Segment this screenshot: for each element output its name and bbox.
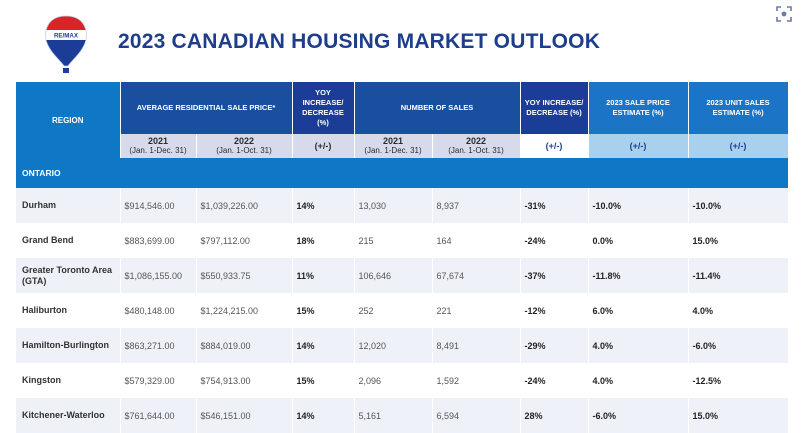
visual-search-button[interactable] bbox=[773, 3, 795, 25]
cell-est-price: -10.0% bbox=[588, 188, 688, 223]
subheader-sales-yoy: (+/-) bbox=[520, 134, 588, 158]
cell-region: Haliburton bbox=[16, 293, 120, 328]
cell-est-units: -12.5% bbox=[688, 363, 788, 398]
cell-price-yoy: 14% bbox=[292, 328, 354, 363]
header-price-yoy: YOY INCREASE/ DECREASE (%) bbox=[292, 82, 354, 134]
header-unit-sales-estimate: 2023 UNIT SALES ESTIMATE (%) bbox=[688, 82, 788, 134]
cell-sales2021: 106,646 bbox=[354, 258, 432, 293]
cell-est-price: 0.0% bbox=[588, 223, 688, 258]
cell-price2021: $480,148.00 bbox=[120, 293, 196, 328]
table-row: Hamilton-Burlington $863,271.00 $884,019.0… bbox=[16, 328, 788, 363]
cell-price2022: $884,019.00 bbox=[196, 328, 292, 363]
cell-est-price: -6.0% bbox=[588, 398, 688, 433]
cell-region: Greater Toronto Area (GTA) bbox=[16, 258, 120, 293]
cell-sales-yoy: -24% bbox=[520, 363, 588, 398]
table-row: Durham $914,546.00 $1,039,226.00 14% 13,030 8… bbox=[16, 188, 788, 223]
cell-sales-yoy: -29% bbox=[520, 328, 588, 363]
table-row: Grand Bend $883,699.00 $797,112.00 18% 215 16… bbox=[16, 223, 788, 258]
header-avg-price: AVERAGE RESIDENTIAL SALE PRICE* bbox=[120, 82, 292, 134]
logo-wordmark: RE/MAX bbox=[54, 33, 79, 40]
cell-price2022: $550,933.75 bbox=[196, 258, 292, 293]
subheader-price-estimate: (+/-) bbox=[588, 134, 688, 158]
table-row: Kingston $579,329.00 $754,913.00 15% 2,096 1,… bbox=[16, 363, 788, 398]
subheader-sales-2021: 2021 (Jan. 1-Dec. 31) bbox=[354, 134, 432, 158]
cell-region: Grand Bend bbox=[16, 223, 120, 258]
subheader-price-2022: 2022 (Jan. 1-Oct. 31) bbox=[196, 134, 292, 158]
cell-price2021: $1,086,155.00 bbox=[120, 258, 196, 293]
cell-sales-yoy: -24% bbox=[520, 223, 588, 258]
cell-sales2022: 67,674 bbox=[432, 258, 520, 293]
cell-est-units: 15.0% bbox=[688, 398, 788, 433]
cell-est-units: -11.4% bbox=[688, 258, 788, 293]
subheader-price-2021: 2021 (Jan. 1-Dec. 31) bbox=[120, 134, 196, 158]
cell-sales-yoy: -31% bbox=[520, 188, 588, 223]
cell-est-units: 15.0% bbox=[688, 223, 788, 258]
cell-sales-yoy: -12% bbox=[520, 293, 588, 328]
cell-sales2022: 164 bbox=[432, 223, 520, 258]
header-sales-yoy: YOY INCREASE/ DECREASE (%) bbox=[520, 82, 588, 134]
cell-est-units: -6.0% bbox=[688, 328, 788, 363]
cell-est-price: -11.8% bbox=[588, 258, 688, 293]
cell-sales2022: 8,491 bbox=[432, 328, 520, 363]
cell-price2021: $579,329.00 bbox=[120, 363, 196, 398]
subheader-price-yoy: (+/-) bbox=[292, 134, 354, 158]
cell-sales2022: 221 bbox=[432, 293, 520, 328]
table-row: Haliburton $480,148.00 $1,224,215.00 15% 252… bbox=[16, 293, 788, 328]
cell-est-units: -10.0% bbox=[688, 188, 788, 223]
cell-est-units: 4.0% bbox=[688, 293, 788, 328]
cell-price-yoy: 15% bbox=[292, 363, 354, 398]
cell-price2021: $883,699.00 bbox=[120, 223, 196, 258]
cell-price2022: $546,151.00 bbox=[196, 398, 292, 433]
cell-sales-yoy: -37% bbox=[520, 258, 588, 293]
cell-est-price: 6.0% bbox=[588, 293, 688, 328]
cell-price2021: $914,546.00 bbox=[120, 188, 196, 223]
cell-sales2021: 12,020 bbox=[354, 328, 432, 363]
header-sale-price-estimate: 2023 SALE PRICE ESTIMATE (%) bbox=[588, 82, 688, 134]
cell-sales2022: 6,594 bbox=[432, 398, 520, 433]
cell-region: Hamilton-Burlington bbox=[16, 328, 120, 363]
cell-region: Kitchener-Waterloo bbox=[16, 398, 120, 433]
cell-sales2021: 2,096 bbox=[354, 363, 432, 398]
cell-sales2021: 252 bbox=[354, 293, 432, 328]
cell-price-yoy: 14% bbox=[292, 398, 354, 433]
cell-price2021: $761,644.00 bbox=[120, 398, 196, 433]
table-row: Greater Toronto Area (GTA) $1,086,155.00 $… bbox=[16, 258, 788, 293]
cell-region: Kingston bbox=[16, 363, 120, 398]
cell-price-yoy: 15% bbox=[292, 293, 354, 328]
cell-price2022: $1,039,226.00 bbox=[196, 188, 292, 223]
visual-search-icon bbox=[775, 5, 793, 23]
cell-est-price: 4.0% bbox=[588, 363, 688, 398]
remax-balloon-logo: RE/MAX bbox=[42, 14, 90, 76]
cell-price2022: $754,913.00 bbox=[196, 363, 292, 398]
subheader-sales-2022: 2022 (Jan. 1-Oct. 31) bbox=[432, 134, 520, 158]
cell-sales2022: 8,937 bbox=[432, 188, 520, 223]
cell-price2022: $1,224,215.00 bbox=[196, 293, 292, 328]
cell-price-yoy: 14% bbox=[292, 188, 354, 223]
cell-region: Durham bbox=[16, 188, 120, 223]
cell-est-price: 4.0% bbox=[588, 328, 688, 363]
cell-sales-yoy: 28% bbox=[520, 398, 588, 433]
header-region: REGION bbox=[16, 82, 120, 158]
cell-sales2021: 13,030 bbox=[354, 188, 432, 223]
subheader-units-estimate: (+/-) bbox=[688, 134, 788, 158]
page-title: 2023 CANADIAN HOUSING MARKET OUTLOOK bbox=[118, 30, 600, 54]
cell-price2021: $863,271.00 bbox=[120, 328, 196, 363]
cell-price-yoy: 11% bbox=[292, 258, 354, 293]
housing-outlook-table: REGION AVERAGE RESIDENTIAL SALE PRICE* Y… bbox=[16, 82, 789, 433]
section-ontario: ONTARIO bbox=[16, 158, 788, 188]
cell-sales2022: 1,592 bbox=[432, 363, 520, 398]
header-num-sales: NUMBER OF SALES bbox=[354, 82, 520, 134]
cell-sales2021: 215 bbox=[354, 223, 432, 258]
cell-sales2021: 5,161 bbox=[354, 398, 432, 433]
table-row: Kitchener-Waterloo $761,644.00 $546,151.00… bbox=[16, 398, 788, 433]
cell-price-yoy: 18% bbox=[292, 223, 354, 258]
cell-price2022: $797,112.00 bbox=[196, 223, 292, 258]
